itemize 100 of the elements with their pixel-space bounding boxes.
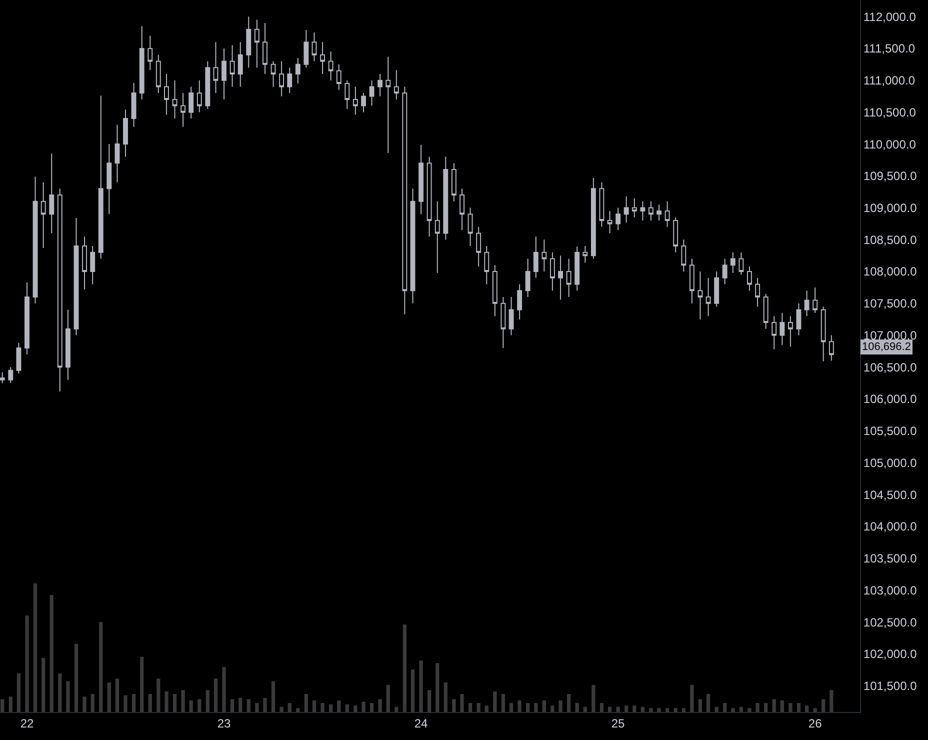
bar [772,699,776,712]
y-tick-label: 104,500.0 [863,488,918,502]
candlestick [804,290,810,317]
bar [50,594,54,712]
bar [698,699,702,712]
bar [509,703,514,712]
bar [0,699,4,712]
candlestick [139,26,144,100]
candlestick [98,95,104,260]
bar [263,698,267,712]
y-tick-label: 111,000.0 [863,74,916,88]
bar [198,699,202,712]
y-tick-label: 103,000.0 [863,583,918,598]
candlestick [24,282,30,355]
x-tick-label: 22 [20,716,34,730]
candlestick [295,58,300,84]
bar [140,656,144,712]
bar [42,658,46,712]
bar [632,706,636,712]
bar [788,703,792,712]
candlestick [763,293,768,330]
x-tick-label: 23 [217,716,232,730]
bar [714,706,718,712]
y-tick-label: 107,000.0 [863,328,918,342]
candlestick [492,264,498,317]
candlestick [254,19,260,68]
candlestick [394,70,399,100]
bar [657,708,661,712]
candlestick [238,42,243,88]
bar [82,696,86,712]
bar [600,703,604,712]
candlestick [788,316,793,348]
bar [172,694,177,712]
y-tick-label: 110,000.0 [863,137,916,152]
candlestick [820,306,826,362]
candlestick [164,73,169,116]
candlestick [57,188,62,392]
bar [444,682,448,712]
candlestick [574,246,580,292]
bar [682,708,686,712]
bar [419,660,423,712]
y-tick-label: 108,000.0 [863,264,918,279]
y-tick-label: 106,000.0 [863,392,918,406]
bar [328,704,333,712]
bar [280,706,284,712]
candlestick [484,246,490,285]
bar [780,700,784,712]
bar [723,703,727,712]
candlestick [590,177,596,260]
bar [8,696,12,712]
candlestick [780,312,785,346]
bar [666,708,670,712]
bar [674,708,678,712]
bar [460,694,464,712]
candlestick [698,271,703,320]
bar [90,694,94,712]
candlestick [500,296,506,349]
candlestick [205,60,210,110]
bar [748,708,752,712]
candlestick [123,109,128,158]
y-tick-label: 107,500.0 [863,296,918,311]
candlestick [582,246,588,264]
candlestick [722,258,728,285]
candlestick [148,35,153,71]
bar [583,706,587,712]
candlestick [410,188,416,304]
candlestick [681,239,686,272]
bar [616,706,620,712]
bar [238,698,242,712]
candlestick [40,182,46,248]
bar [804,706,809,712]
bar [756,703,760,712]
candlestick [114,124,120,183]
bar [230,699,234,712]
bar [830,690,834,712]
bar [354,706,358,712]
bar [345,704,349,712]
bar [476,703,480,712]
candlestick [434,200,440,274]
candlestick [508,296,514,336]
bar [484,706,488,712]
bar [66,681,70,712]
bar [246,699,250,712]
candlestick [386,56,391,154]
bar [255,703,259,712]
candlestick [246,16,252,68]
candlestick [566,258,572,298]
candlestick [172,80,178,120]
bar [312,700,316,712]
bar [526,703,530,712]
candlestick [451,162,456,202]
candlestick [287,67,292,94]
candlestick [320,42,325,74]
candlestick [90,246,96,285]
candlestick [772,316,777,350]
bar [427,690,432,712]
bar [575,703,579,712]
bar [739,706,744,712]
candlestick [828,334,834,362]
bar [74,644,78,712]
